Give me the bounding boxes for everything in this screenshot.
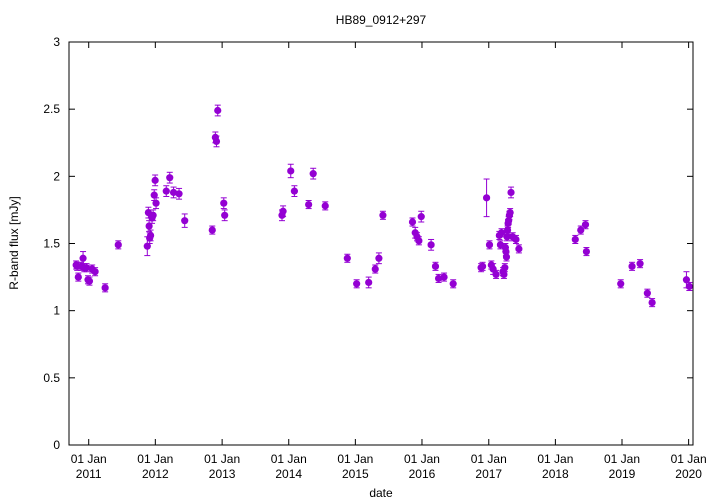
- data-point: [114, 240, 122, 250]
- data-point: [482, 178, 491, 218]
- x-tick-label: 01 Jan: [71, 452, 107, 466]
- data-point: [582, 247, 591, 257]
- x-tick-label: 2011: [76, 467, 102, 481]
- data-point: [212, 135, 221, 148]
- data-point: [617, 279, 625, 289]
- data-point: [353, 279, 361, 289]
- x-tick-label: 01 Jan: [404, 452, 440, 466]
- plot-frame: [68, 41, 694, 446]
- data-points: [72, 104, 693, 308]
- data-point: [151, 174, 159, 187]
- data-point: [415, 236, 423, 246]
- data-point: [208, 225, 216, 235]
- data-point: [305, 200, 313, 210]
- y-tick-label: 1: [53, 304, 60, 318]
- x-tick-label: 2013: [209, 467, 236, 481]
- data-point: [506, 208, 514, 218]
- data-point: [309, 167, 317, 180]
- x-tick-label: 01 Jan: [537, 452, 573, 466]
- y-tick-label: 2.5: [43, 102, 60, 116]
- data-point: [379, 210, 387, 220]
- data-point: [85, 276, 94, 286]
- data-point: [221, 209, 229, 222]
- data-point: [166, 171, 174, 184]
- data-point: [375, 252, 383, 265]
- x-tick-label: 01 Jan: [271, 452, 307, 466]
- x-tick-label: 01 Jan: [671, 452, 707, 466]
- x-tick-label: 2018: [542, 467, 569, 481]
- data-point: [478, 261, 487, 271]
- data-point: [152, 197, 160, 210]
- data-point: [74, 272, 82, 282]
- chart-title: HB89_0912+297: [336, 13, 427, 27]
- data-point: [287, 163, 295, 179]
- data-point: [408, 217, 417, 227]
- data-point: [365, 276, 373, 289]
- x-tick-label: 01 Jan: [604, 452, 640, 466]
- x-tick-label: 01 Jan: [204, 452, 240, 466]
- data-point: [440, 272, 448, 282]
- data-point: [169, 186, 178, 199]
- data-point: [279, 205, 287, 218]
- data-point: [101, 283, 109, 293]
- y-tick-label: 0.5: [43, 371, 60, 385]
- y-tick-label: 0: [53, 438, 60, 452]
- y-tick-label: 2: [53, 169, 60, 183]
- data-point: [214, 104, 222, 117]
- data-point: [321, 201, 329, 211]
- data-point: [145, 220, 153, 232]
- data-point: [507, 186, 515, 199]
- data-point: [175, 187, 183, 200]
- data-point: [571, 234, 579, 244]
- data-point: [492, 269, 500, 279]
- data-point: [449, 279, 457, 289]
- data-point: [434, 273, 443, 283]
- data-point: [512, 234, 520, 244]
- data-point: [501, 263, 509, 273]
- data-point: [146, 229, 155, 242]
- data-point: [427, 238, 435, 251]
- data-point: [181, 213, 189, 228]
- x-tick-label: 01 Jan: [471, 452, 507, 466]
- data-point: [643, 288, 651, 298]
- y-tick-label: 1.5: [43, 237, 60, 251]
- data-point: [685, 281, 693, 292]
- data-point: [149, 209, 157, 222]
- x-tick-label: 2012: [142, 467, 169, 481]
- y-tick-label: 3: [53, 35, 60, 49]
- data-point: [150, 189, 158, 202]
- data-point: [290, 185, 298, 197]
- data-point: [82, 263, 91, 273]
- data-point: [636, 259, 644, 269]
- data-point: [162, 185, 170, 197]
- data-point: [371, 264, 379, 274]
- data-point: [515, 244, 523, 254]
- data-point: [220, 197, 228, 210]
- x-tick-label: 2017: [475, 467, 502, 481]
- x-tick-label: 2016: [409, 467, 436, 481]
- x-tick-label: 01 Jan: [337, 452, 373, 466]
- x-tick-label: 2019: [609, 467, 636, 481]
- data-point: [648, 298, 656, 308]
- data-point: [581, 220, 590, 230]
- x-tick-label: 2015: [342, 467, 369, 481]
- x-tick-label: 01 Jan: [137, 452, 173, 466]
- data-point: [343, 253, 351, 263]
- x-axis-label: date: [369, 486, 393, 500]
- data-point: [417, 210, 425, 223]
- data-point: [502, 252, 511, 262]
- x-tick-label: 2020: [675, 467, 702, 481]
- y-axis-label: R-band flux [mJy]: [7, 196, 21, 289]
- data-point: [91, 267, 99, 277]
- data-point: [431, 261, 440, 271]
- data-point: [628, 261, 636, 271]
- x-tick-label: 2014: [275, 467, 302, 481]
- data-point: [485, 240, 494, 250]
